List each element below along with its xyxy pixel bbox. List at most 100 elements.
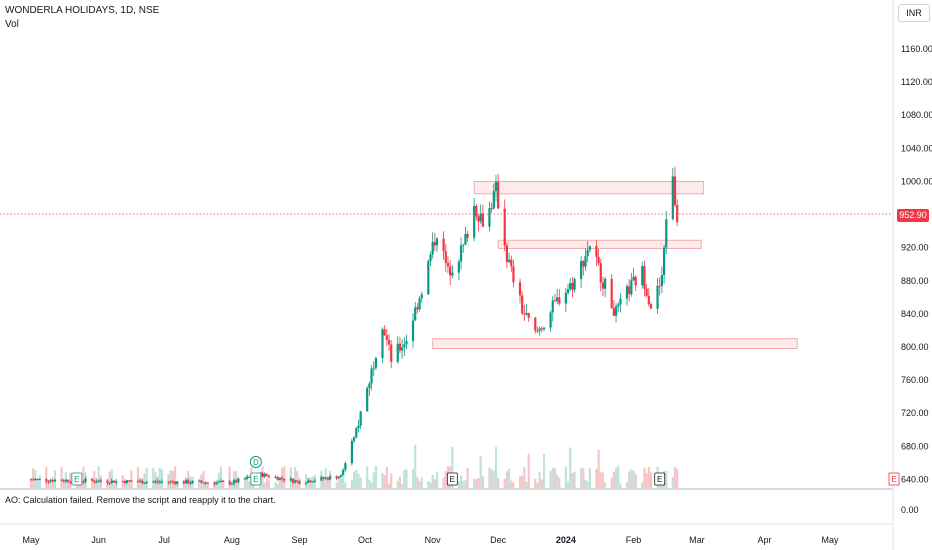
volume-bar	[222, 480, 225, 488]
volume-bar	[490, 469, 493, 488]
volume-bar	[283, 466, 286, 488]
volume-bar	[451, 447, 454, 488]
candle-body	[339, 475, 343, 477]
candle-body	[121, 481, 124, 483]
time-tick-label: Apr	[758, 535, 772, 545]
candle-body	[366, 388, 369, 412]
candle-body	[313, 480, 316, 482]
volume-bar	[82, 466, 85, 488]
candle-body	[433, 241, 436, 246]
candle-body	[93, 480, 96, 483]
candle-body	[612, 308, 615, 316]
volume-bar	[38, 475, 41, 488]
candle-body	[429, 254, 432, 262]
candle-body	[337, 476, 340, 479]
candle-body	[184, 480, 188, 484]
candle-body	[160, 481, 164, 483]
volume-bar	[51, 479, 54, 488]
candle-body	[374, 358, 378, 368]
volume-bar	[60, 467, 63, 488]
volume-bar	[414, 444, 417, 488]
candle-body	[442, 238, 445, 252]
volume-bar	[337, 475, 340, 488]
candle-body	[64, 479, 68, 482]
candle-body	[444, 251, 447, 263]
volume-bar	[512, 482, 515, 488]
candle-body	[128, 480, 131, 482]
candle-body	[276, 476, 279, 480]
candle-body	[38, 478, 41, 480]
candle-body	[136, 481, 140, 483]
earnings-marker	[71, 472, 83, 486]
volume-bar	[595, 468, 598, 488]
volume-bar	[427, 481, 430, 488]
candle-body	[352, 437, 356, 441]
volume-label[interactable]: Vol	[5, 19, 19, 30]
candle-body	[597, 256, 600, 264]
volume-bar	[676, 469, 679, 488]
volume-bar	[62, 479, 65, 488]
time-axis[interactable]: May Jun Jul Aug Sep Oct Nov Dec 2024 Feb Mar Apr May	[22, 535, 839, 545]
candle-body	[510, 259, 513, 267]
candle-body	[267, 475, 271, 478]
candle-body	[123, 481, 126, 484]
price-tick-label: 1000.00	[901, 176, 932, 186]
candle-body	[335, 476, 338, 479]
candle-body	[265, 473, 268, 476]
volume-bar	[643, 467, 646, 488]
candle-body	[446, 262, 450, 267]
candle-body	[204, 482, 207, 484]
volume-bar	[534, 478, 537, 488]
candle-body	[628, 286, 631, 295]
volume-bar	[553, 468, 557, 488]
price-zone	[473, 181, 704, 195]
candle-body	[176, 481, 179, 484]
volume-bar	[510, 480, 513, 488]
price-axis[interactable]: 1160.001120.001080.001040.001000.00960.0…	[901, 44, 932, 484]
candle-body	[235, 480, 238, 483]
volume-bar	[628, 471, 631, 488]
candle-body	[112, 480, 116, 483]
candle-body	[604, 278, 607, 289]
currency-button[interactable]: INR	[898, 4, 930, 22]
candle-body	[490, 208, 493, 210]
time-tick-label: Aug	[224, 535, 240, 545]
volume-bar	[141, 482, 144, 488]
volume-bar	[276, 483, 279, 488]
time-tick-label: 2024	[556, 535, 576, 545]
volume-bar	[617, 466, 620, 488]
candle-body	[582, 260, 585, 267]
candle-body	[553, 300, 557, 302]
candle-body	[512, 266, 515, 283]
earnings-marker-axis[interactable]	[888, 472, 900, 486]
candle-body	[671, 176, 674, 220]
volume-bar	[370, 482, 373, 488]
candle-body	[202, 482, 205, 484]
volume-bar	[398, 477, 402, 488]
candle-body	[115, 481, 118, 483]
price-tick-label: 1160.00	[901, 44, 932, 54]
candle-body	[477, 216, 480, 222]
volume-bar	[49, 478, 52, 488]
volume-bar	[335, 482, 338, 488]
candle-body	[414, 307, 417, 321]
price-tick-label: 760.00	[901, 375, 929, 385]
candle-body	[527, 312, 530, 318]
volume-bar	[267, 480, 271, 488]
volume-bar	[171, 471, 174, 488]
candle-body	[328, 476, 332, 480]
candle-body	[538, 328, 541, 331]
volume-bar	[243, 476, 247, 488]
candle-body	[200, 480, 203, 483]
candle-body	[464, 234, 467, 245]
candle-body	[466, 234, 469, 238]
candle-body	[69, 481, 72, 483]
candle-body	[641, 266, 644, 286]
volume-bar	[112, 483, 116, 488]
symbol-title[interactable]: WONDERLA HOLIDAYS, 1D, NSE	[5, 5, 160, 16]
volume-bar	[488, 467, 491, 488]
candle-body	[549, 312, 552, 328]
volume-bar	[278, 478, 281, 488]
candle-body	[145, 481, 148, 483]
